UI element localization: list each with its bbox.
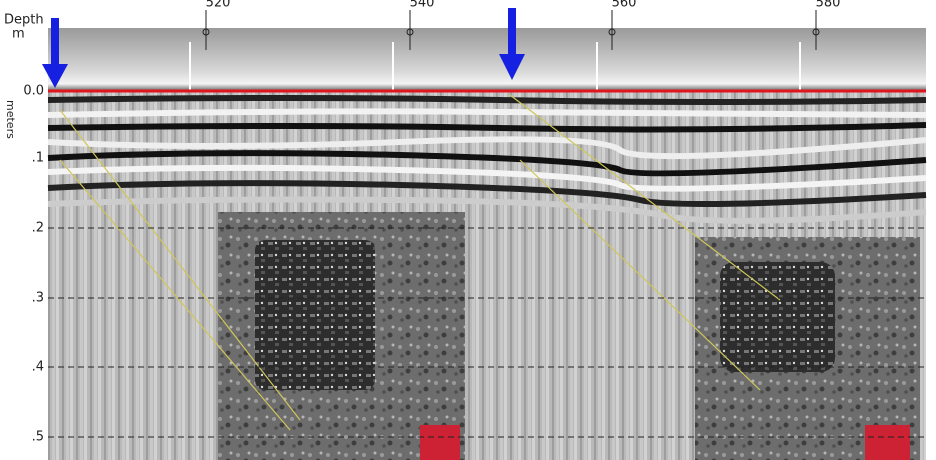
x-tick-label: 580 — [816, 0, 841, 11]
y-tick-label: 0.0 — [23, 84, 44, 99]
core-sample-2 — [720, 262, 835, 372]
y-tick-label: .1 — [32, 151, 44, 166]
x-tick-label: 540 — [410, 0, 435, 11]
axis-unit: m — [12, 27, 25, 42]
y-tick-label: .4 — [32, 360, 44, 375]
scale-card-1 — [420, 425, 460, 460]
y-tick-label: .5 — [32, 430, 44, 445]
y-tick-label: .2 — [32, 221, 44, 236]
axis-title: Depth — [4, 13, 44, 28]
radargram-figure: Depth m meters 0.0 .1 .2 .3 .4 .5 520 540 560 58… — [0, 0, 936, 460]
axis-side-label: meters — [4, 100, 17, 139]
y-tick-label: .3 — [32, 291, 44, 306]
x-tick-label: 560 — [612, 0, 637, 11]
scale-card-2 — [865, 425, 910, 460]
trace-header — [48, 28, 926, 90]
x-tick-label: 520 — [206, 0, 231, 11]
